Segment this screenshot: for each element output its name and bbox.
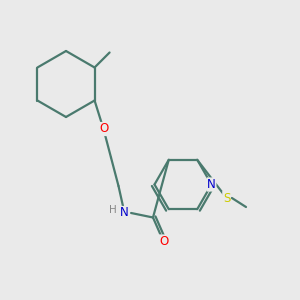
- Text: H: H: [109, 205, 117, 215]
- Text: S: S: [223, 191, 230, 205]
- Text: O: O: [159, 235, 168, 248]
- Text: O: O: [99, 122, 108, 136]
- Text: N: N: [120, 206, 129, 220]
- Text: N: N: [207, 178, 216, 191]
